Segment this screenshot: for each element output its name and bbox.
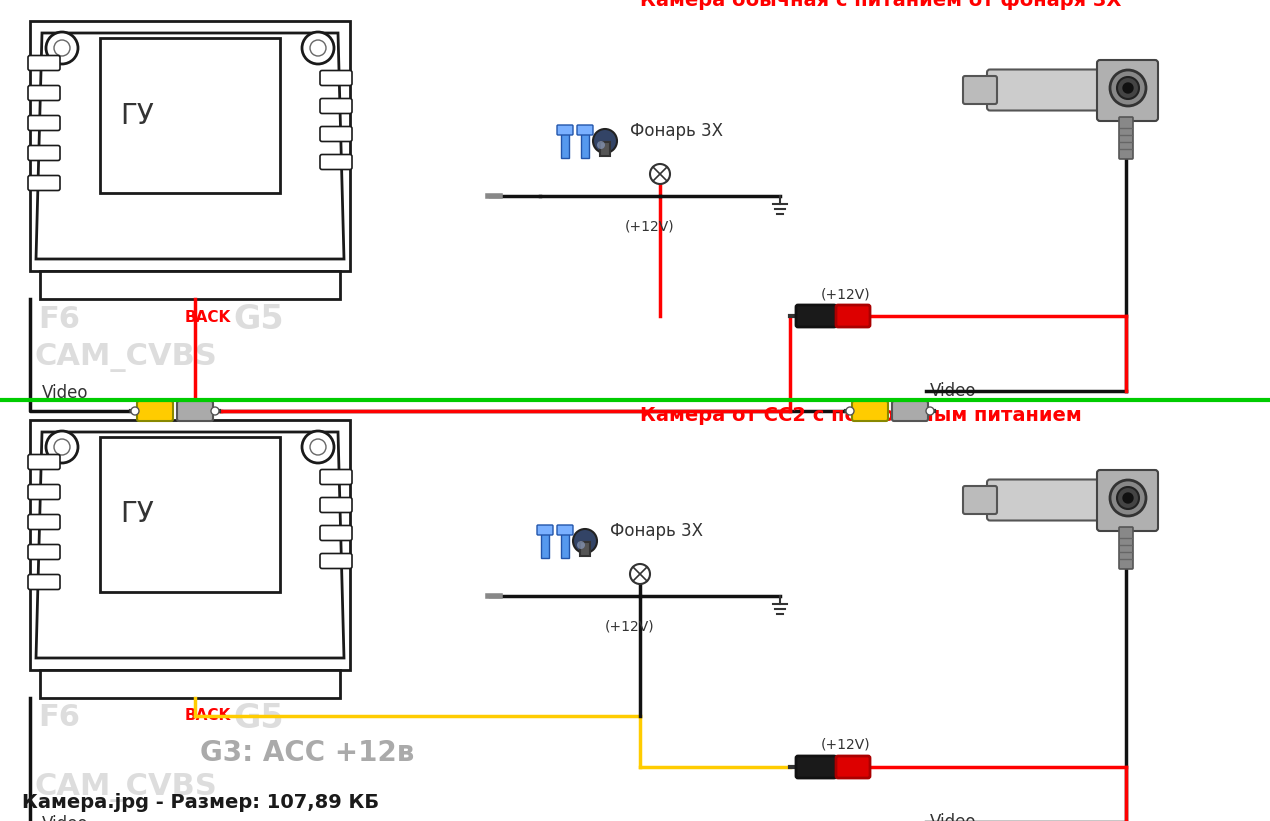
Bar — [100, 38, 279, 193]
Circle shape — [577, 541, 585, 549]
FancyBboxPatch shape — [836, 305, 870, 327]
FancyBboxPatch shape — [796, 305, 836, 327]
FancyBboxPatch shape — [577, 125, 593, 135]
Circle shape — [597, 141, 605, 149]
Text: (+12V): (+12V) — [820, 738, 871, 752]
Circle shape — [55, 439, 70, 455]
FancyBboxPatch shape — [320, 470, 352, 484]
FancyBboxPatch shape — [320, 525, 352, 540]
FancyBboxPatch shape — [28, 56, 60, 71]
FancyBboxPatch shape — [836, 756, 870, 778]
Text: ГУ: ГУ — [121, 102, 154, 130]
FancyBboxPatch shape — [30, 21, 351, 271]
Circle shape — [211, 407, 218, 415]
FancyBboxPatch shape — [137, 401, 173, 421]
Circle shape — [55, 40, 70, 56]
Bar — [39, 271, 340, 299]
FancyBboxPatch shape — [177, 401, 213, 421]
Text: Video: Video — [42, 384, 89, 402]
Bar — [580, 542, 591, 556]
FancyBboxPatch shape — [987, 70, 1153, 111]
Circle shape — [310, 40, 326, 56]
Bar — [39, 670, 340, 698]
FancyBboxPatch shape — [320, 99, 352, 113]
Text: F6: F6 — [38, 305, 80, 333]
Text: Video: Video — [930, 813, 977, 821]
Circle shape — [302, 431, 334, 463]
Bar — [561, 532, 569, 558]
Text: F6: F6 — [38, 704, 80, 732]
Bar — [100, 437, 279, 592]
Bar — [561, 132, 569, 158]
Text: ГУ: ГУ — [121, 501, 154, 529]
Circle shape — [46, 431, 77, 463]
Circle shape — [630, 564, 650, 584]
FancyBboxPatch shape — [1119, 527, 1133, 569]
Circle shape — [1110, 70, 1146, 106]
Text: (+12V): (+12V) — [820, 287, 871, 301]
FancyBboxPatch shape — [852, 401, 888, 421]
FancyBboxPatch shape — [28, 145, 60, 160]
Text: Video: Video — [930, 382, 977, 400]
FancyBboxPatch shape — [28, 85, 60, 100]
Text: Фонарь 3Х: Фонарь 3Х — [610, 522, 704, 540]
FancyBboxPatch shape — [320, 71, 352, 85]
Text: Камера.jpg - Размер: 107,89 КБ: Камера.jpg - Размер: 107,89 КБ — [22, 794, 380, 813]
Circle shape — [593, 129, 617, 153]
FancyBboxPatch shape — [320, 553, 352, 568]
FancyBboxPatch shape — [963, 76, 997, 104]
Bar — [541, 532, 549, 558]
FancyBboxPatch shape — [796, 756, 836, 778]
FancyBboxPatch shape — [28, 575, 60, 589]
Text: Фонарь 3Х: Фонарь 3Х — [630, 122, 723, 140]
Circle shape — [573, 529, 597, 553]
Circle shape — [1123, 493, 1133, 503]
FancyBboxPatch shape — [320, 154, 352, 169]
FancyBboxPatch shape — [1119, 117, 1133, 159]
FancyBboxPatch shape — [1097, 470, 1158, 531]
FancyBboxPatch shape — [1097, 60, 1158, 121]
Circle shape — [46, 32, 77, 64]
FancyBboxPatch shape — [537, 525, 552, 535]
Text: CAM_CVBS: CAM_CVBS — [36, 773, 217, 802]
Text: G5: G5 — [232, 701, 283, 735]
Circle shape — [1118, 77, 1139, 99]
Circle shape — [926, 407, 933, 415]
Circle shape — [1110, 480, 1146, 516]
FancyBboxPatch shape — [558, 525, 573, 535]
FancyBboxPatch shape — [892, 401, 928, 421]
Circle shape — [1118, 487, 1139, 509]
FancyBboxPatch shape — [558, 125, 573, 135]
FancyBboxPatch shape — [28, 484, 60, 499]
Circle shape — [302, 32, 334, 64]
FancyBboxPatch shape — [987, 479, 1153, 521]
Text: G3: АСС +12в: G3: АСС +12в — [199, 739, 414, 767]
Text: Video: Video — [42, 815, 89, 821]
Bar — [599, 142, 610, 156]
Text: BACK: BACK — [185, 709, 231, 723]
Text: CAM_CVBS: CAM_CVBS — [36, 342, 217, 371]
FancyBboxPatch shape — [30, 420, 351, 670]
Circle shape — [131, 407, 138, 415]
Circle shape — [310, 439, 326, 455]
FancyBboxPatch shape — [28, 455, 60, 470]
FancyBboxPatch shape — [320, 126, 352, 141]
Circle shape — [1123, 83, 1133, 93]
Text: Камера от СС2 с постоянным питанием: Камера от СС2 с постоянным питанием — [640, 406, 1082, 424]
Text: (+12V): (+12V) — [625, 219, 674, 233]
FancyBboxPatch shape — [28, 176, 60, 190]
Text: (+12V): (+12V) — [605, 619, 654, 633]
FancyBboxPatch shape — [320, 498, 352, 512]
Text: G5: G5 — [232, 302, 283, 336]
FancyBboxPatch shape — [28, 116, 60, 131]
Text: BACK: BACK — [185, 310, 231, 324]
Circle shape — [650, 164, 671, 184]
Circle shape — [846, 407, 853, 415]
FancyBboxPatch shape — [963, 486, 997, 514]
Bar — [580, 132, 589, 158]
FancyBboxPatch shape — [28, 544, 60, 559]
Text: Камера обычная с питанием от фонаря 3Х: Камера обычная с питанием от фонаря 3Х — [640, 0, 1121, 10]
FancyBboxPatch shape — [28, 515, 60, 530]
